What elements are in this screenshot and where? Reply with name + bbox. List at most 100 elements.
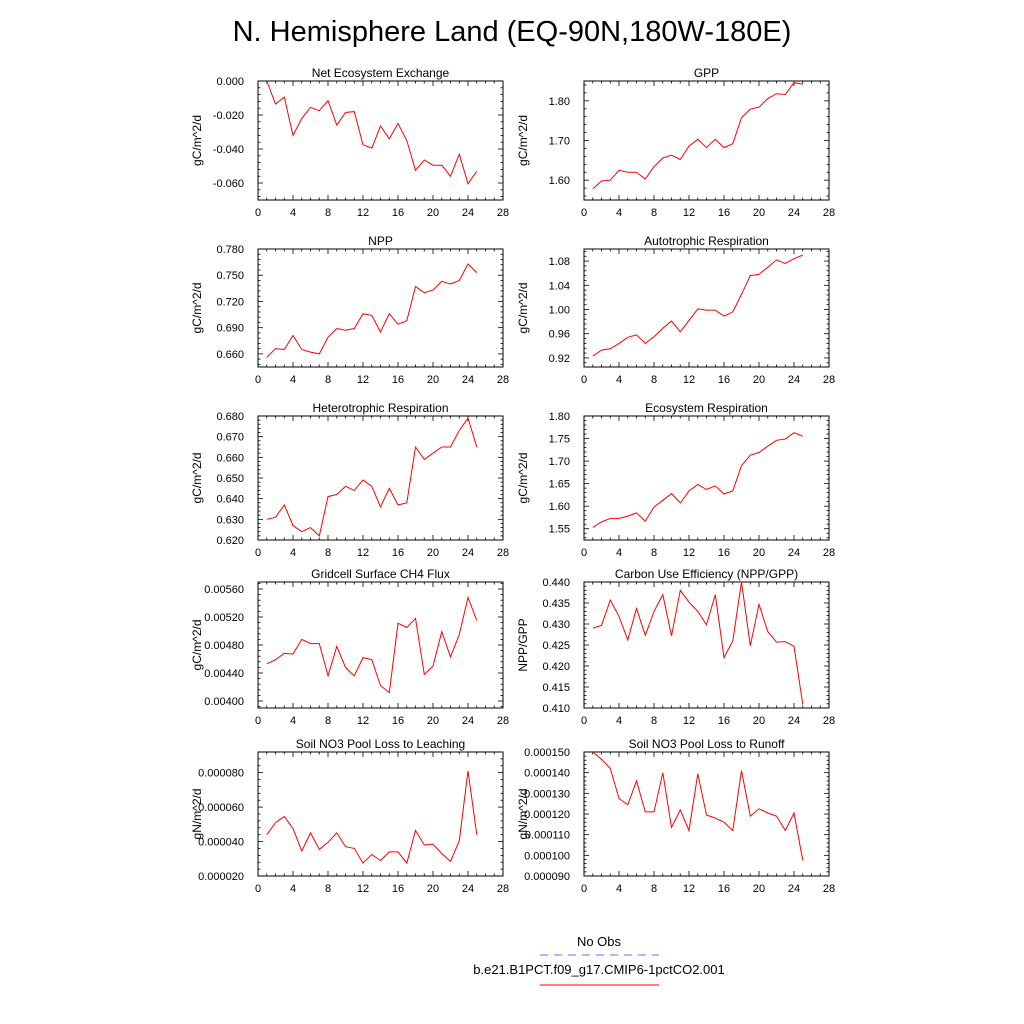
x-tick-label: 28 — [497, 547, 509, 559]
y-axis-label: gN/m^2/d — [516, 789, 530, 840]
y-tick-label: 0.00440 — [204, 668, 244, 680]
y-tick-label: 1.70 — [549, 456, 570, 468]
chart-title: Heterotrophic Respiration — [312, 401, 448, 415]
chart-panel: Ecosystem Respiration gC/m^2/d 0 4 8 12 16 20 24… — [516, 401, 835, 559]
x-tick-label: 0 — [581, 207, 587, 219]
plot-frame — [583, 415, 830, 541]
x-tick-label: 16 — [718, 715, 730, 727]
y-tick-label: 1.04 — [549, 280, 570, 292]
series-line — [266, 80, 478, 185]
chart-panel: Soil NO3 Pool Loss to Leaching gN/m^2/d 0 4… — [190, 737, 509, 895]
y-axis-label: gC/m^2/d — [190, 283, 204, 334]
x-tick-label: 24 — [788, 374, 800, 386]
y-tick-label: 0.000120 — [524, 809, 570, 821]
y-axis-label: NPP/GPP — [516, 618, 530, 671]
y-axis-label: gC/m^2/d — [190, 453, 204, 504]
x-tick-label: 24 — [462, 374, 474, 386]
x-tick-label: 24 — [462, 715, 474, 727]
chart-panel: Carbon Use Efficiency (NPP/GPP) NPP/GPP 0 4… — [516, 567, 835, 727]
plot-frame — [257, 581, 504, 709]
chart-panel: NPP gC/m^2/d 0 4 8 12 16 20 24 28 0.660 0.690 0.720 0… — [190, 234, 509, 386]
x-tick-label: 4 — [290, 715, 296, 727]
y-tick-label: 0.425 — [542, 640, 570, 652]
x-tick-label: 8 — [325, 207, 331, 219]
y-tick-label: 0.690 — [216, 323, 244, 335]
x-tick-label: 24 — [788, 883, 800, 895]
y-tick-label: -0.020 — [213, 110, 244, 122]
x-tick-label: 4 — [616, 715, 622, 727]
x-tick-label: 8 — [325, 547, 331, 559]
y-tick-label: 0.410 — [542, 703, 570, 715]
y-axis-label: gC/m^2/d — [516, 115, 530, 166]
x-tick-label: 8 — [325, 715, 331, 727]
x-tick-label: 12 — [357, 883, 369, 895]
x-tick-label: 4 — [616, 883, 622, 895]
x-tick-label: 12 — [683, 547, 695, 559]
x-tick-label: 0 — [255, 374, 261, 386]
x-tick-label: 4 — [616, 207, 622, 219]
y-tick-label: 0.670 — [216, 432, 244, 444]
y-tick-label: 0.650 — [216, 473, 244, 485]
chart-title: Gridcell Surface CH4 Flux — [311, 567, 450, 581]
y-tick-label: 0.92 — [549, 353, 570, 365]
y-tick-label: 0.640 — [216, 494, 244, 506]
x-tick-label: 28 — [823, 715, 835, 727]
x-tick-label: 28 — [823, 883, 835, 895]
chart-panel: Soil NO3 Pool Loss to Runoff gN/m^2/d 0 4 8 1… — [516, 737, 835, 895]
y-tick-label: 1.00 — [549, 305, 570, 317]
y-tick-label: 0.00400 — [204, 696, 244, 708]
chart-title: Net Ecosystem Exchange — [312, 66, 450, 80]
x-tick-label: 20 — [427, 715, 439, 727]
x-tick-label: 0 — [581, 547, 587, 559]
series-line — [592, 82, 803, 190]
x-tick-label: 20 — [753, 883, 765, 895]
chart-panel: Net Ecosystem Exchange gC/m^2/d 0 4 8 12 16 20 2… — [190, 66, 509, 219]
y-tick-label: 0.000140 — [524, 768, 570, 780]
x-tick-label: 0 — [581, 883, 587, 895]
x-tick-label: 16 — [718, 207, 730, 219]
x-tick-label: 16 — [718, 374, 730, 386]
y-tick-label: 1.55 — [549, 524, 570, 536]
chart-panel: Heterotrophic Respiration gC/m^2/d 0 4 8 12 16… — [190, 401, 509, 559]
x-tick-label: 8 — [325, 374, 331, 386]
y-tick-label: 0.000130 — [524, 788, 570, 800]
chart-panel: Gridcell Surface CH4 Flux gC/m^2/d 0 4 8 12 16… — [190, 567, 509, 727]
y-tick-label: -0.040 — [213, 144, 244, 156]
x-tick-label: 4 — [616, 547, 622, 559]
y-tick-label: 0.00520 — [204, 612, 244, 624]
plot-frame — [257, 80, 504, 201]
x-tick-label: 20 — [427, 374, 439, 386]
x-tick-label: 16 — [718, 547, 730, 559]
y-tick-label: 0.440 — [542, 577, 570, 589]
y-tick-label: 0.720 — [216, 296, 244, 308]
y-tick-label: 0.680 — [216, 411, 244, 423]
x-tick-label: 8 — [651, 207, 657, 219]
x-tick-label: 24 — [462, 207, 474, 219]
x-tick-label: 28 — [823, 374, 835, 386]
x-tick-label: 0 — [581, 374, 587, 386]
panels-container: Net Ecosystem Exchange gC/m^2/d 0 4 8 12 16 20 2… — [190, 66, 835, 895]
x-tick-label: 0 — [255, 883, 261, 895]
x-tick-label: 8 — [651, 715, 657, 727]
x-tick-label: 20 — [427, 207, 439, 219]
series-line — [592, 254, 803, 357]
x-tick-label: 12 — [683, 374, 695, 386]
x-tick-label: 12 — [683, 207, 695, 219]
y-tick-label: 1.80 — [549, 411, 570, 423]
x-tick-label: 24 — [788, 207, 800, 219]
x-tick-label: 20 — [753, 374, 765, 386]
x-tick-label: 12 — [683, 883, 695, 895]
legend: No Obs b.e21.B1PCT.f09_g17.CMIP6-1pctCO2… — [473, 934, 725, 986]
y-axis-label: gC/m^2/d — [190, 115, 204, 166]
x-tick-label: 12 — [357, 207, 369, 219]
x-tick-label: 12 — [357, 374, 369, 386]
chart-title: Soil NO3 Pool Loss to Runoff — [629, 737, 786, 751]
x-tick-label: 24 — [462, 883, 474, 895]
y-tick-label: 1.80 — [549, 96, 570, 108]
y-tick-label: 0.780 — [216, 244, 244, 256]
y-tick-label: 0.000090 — [524, 871, 570, 883]
figure-title: N. Hemisphere Land (EQ-90N,180W-180E) — [233, 16, 792, 48]
chart-panel: GPP gC/m^2/d 0 4 8 12 16 20 24 28 1.60 1.70 1.80 — [516, 66, 835, 219]
x-tick-label: 20 — [427, 883, 439, 895]
